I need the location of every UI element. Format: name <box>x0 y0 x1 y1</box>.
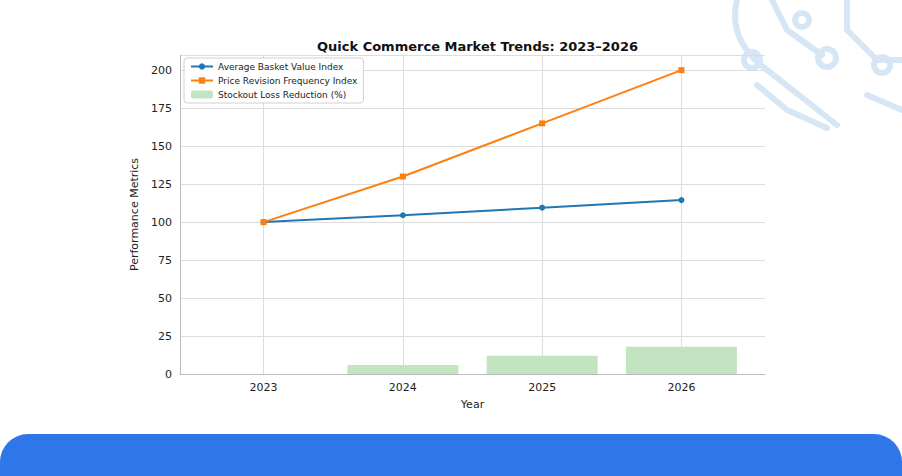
svg-text:0: 0 <box>165 368 172 381</box>
svg-text:Price Revision Frequency Index: Price Revision Frequency Index <box>218 76 358 86</box>
svg-text:2026: 2026 <box>667 381 695 394</box>
svg-text:Year: Year <box>460 398 485 411</box>
svg-text:2024: 2024 <box>389 381 417 394</box>
svg-text:25: 25 <box>158 330 172 343</box>
svg-text:2025: 2025 <box>528 381 556 394</box>
svg-text:150: 150 <box>151 140 172 153</box>
svg-text:2023: 2023 <box>250 381 278 394</box>
svg-text:Quick Commerce Market Trends:: Quick Commerce Market Trends: 2023–2026 <box>317 39 638 54</box>
svg-text:50: 50 <box>158 292 172 305</box>
svg-text:175: 175 <box>151 102 172 115</box>
svg-text:75: 75 <box>158 254 172 267</box>
svg-text:100: 100 <box>151 216 172 229</box>
svg-text:Performance Metrics: Performance Metrics <box>128 158 141 271</box>
svg-text:200: 200 <box>151 64 172 77</box>
svg-text:Stockout Loss Reduction (%): Stockout Loss Reduction (%) <box>218 90 346 100</box>
svg-text:Average Basket Value Index: Average Basket Value Index <box>218 62 344 72</box>
svg-text:125: 125 <box>151 178 172 191</box>
